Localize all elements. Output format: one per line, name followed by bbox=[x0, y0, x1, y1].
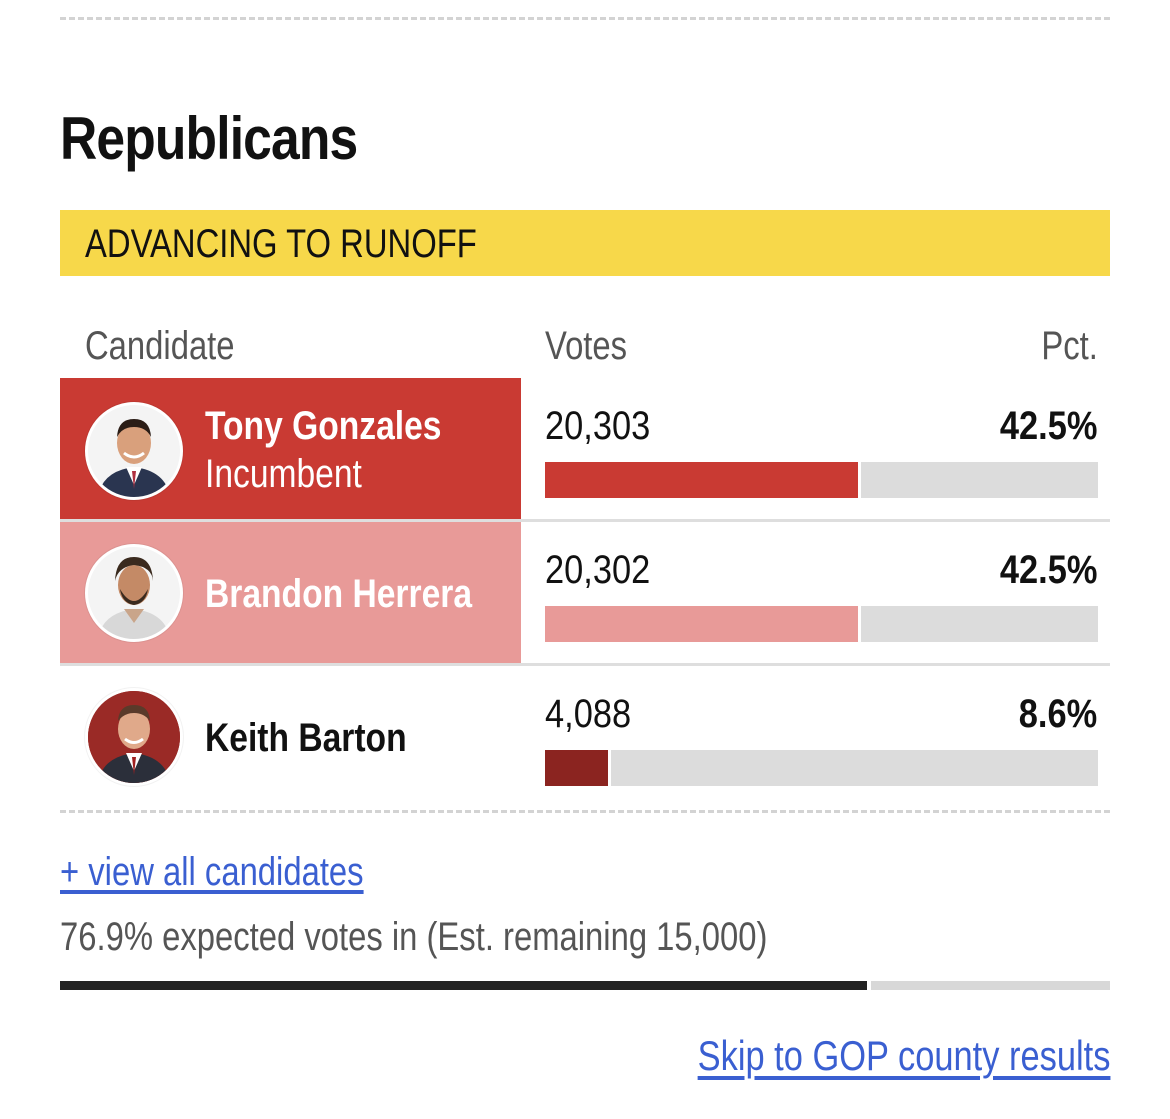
runoff-banner-label: ADVANCING TO RUNOFF bbox=[85, 222, 477, 266]
view-all-candidates-link[interactable]: + view all candidates bbox=[60, 850, 364, 894]
candidate-votes: 20,303 bbox=[545, 404, 651, 448]
skip-to-county-results-link[interactable]: Skip to GOP county results bbox=[697, 1032, 1110, 1079]
candidate-photo-icon bbox=[88, 547, 180, 639]
column-header-votes: Votes bbox=[545, 324, 628, 368]
candidate-avatar bbox=[85, 688, 183, 786]
candidate-row: Keith Barton 4,088 8.6% bbox=[60, 666, 1110, 807]
candidate-avatar bbox=[85, 544, 183, 642]
column-header-candidate: Candidate bbox=[85, 324, 235, 368]
vote-share-bar bbox=[545, 750, 1098, 786]
row-divider bbox=[60, 519, 1110, 522]
candidate-pct: 8.6% bbox=[1018, 692, 1097, 736]
candidate-row: Brandon Herrera 20,302 42.5% bbox=[60, 522, 1110, 663]
candidate-pct: 42.5% bbox=[999, 548, 1097, 592]
candidate-avatar bbox=[85, 402, 183, 500]
row-divider bbox=[60, 663, 1110, 666]
candidate-name-cell: Brandon Herrera bbox=[60, 522, 521, 663]
candidate-name-cell: Keith Barton bbox=[60, 666, 521, 807]
runoff-banner: ADVANCING TO RUNOFF bbox=[60, 210, 1110, 276]
candidate-votes: 20,302 bbox=[545, 548, 651, 592]
bottom-divider bbox=[60, 810, 1110, 813]
candidate-photo-icon bbox=[88, 405, 180, 497]
vote-share-bar-fill bbox=[545, 462, 862, 498]
column-header-pct: Pct. bbox=[1041, 324, 1098, 368]
vote-share-bar bbox=[545, 462, 1098, 498]
vote-share-bar-fill bbox=[545, 750, 612, 786]
expected-votes-progress-bar bbox=[60, 981, 1110, 990]
candidate-name: Tony Gonzales bbox=[205, 404, 442, 448]
vote-share-bar-fill bbox=[545, 606, 862, 642]
candidate-name: Brandon Herrera bbox=[205, 572, 473, 616]
candidate-row: Tony Gonzales Incumbent 20,303 42.5% bbox=[60, 378, 1110, 519]
top-divider bbox=[60, 17, 1110, 20]
candidate-pct: 42.5% bbox=[999, 404, 1097, 448]
expected-votes-status: 76.9% expected votes in (Est. remaining … bbox=[60, 915, 768, 959]
candidate-incumbent-label: Incumbent bbox=[205, 452, 362, 496]
candidate-photo-icon bbox=[88, 691, 180, 783]
party-title: Republicans bbox=[60, 105, 358, 172]
candidate-votes: 4,088 bbox=[545, 692, 632, 736]
vote-share-bar bbox=[545, 606, 1098, 642]
expected-votes-progress-fill bbox=[60, 981, 872, 990]
candidate-name: Keith Barton bbox=[205, 716, 407, 760]
candidate-name-cell: Tony Gonzales Incumbent bbox=[60, 378, 521, 519]
